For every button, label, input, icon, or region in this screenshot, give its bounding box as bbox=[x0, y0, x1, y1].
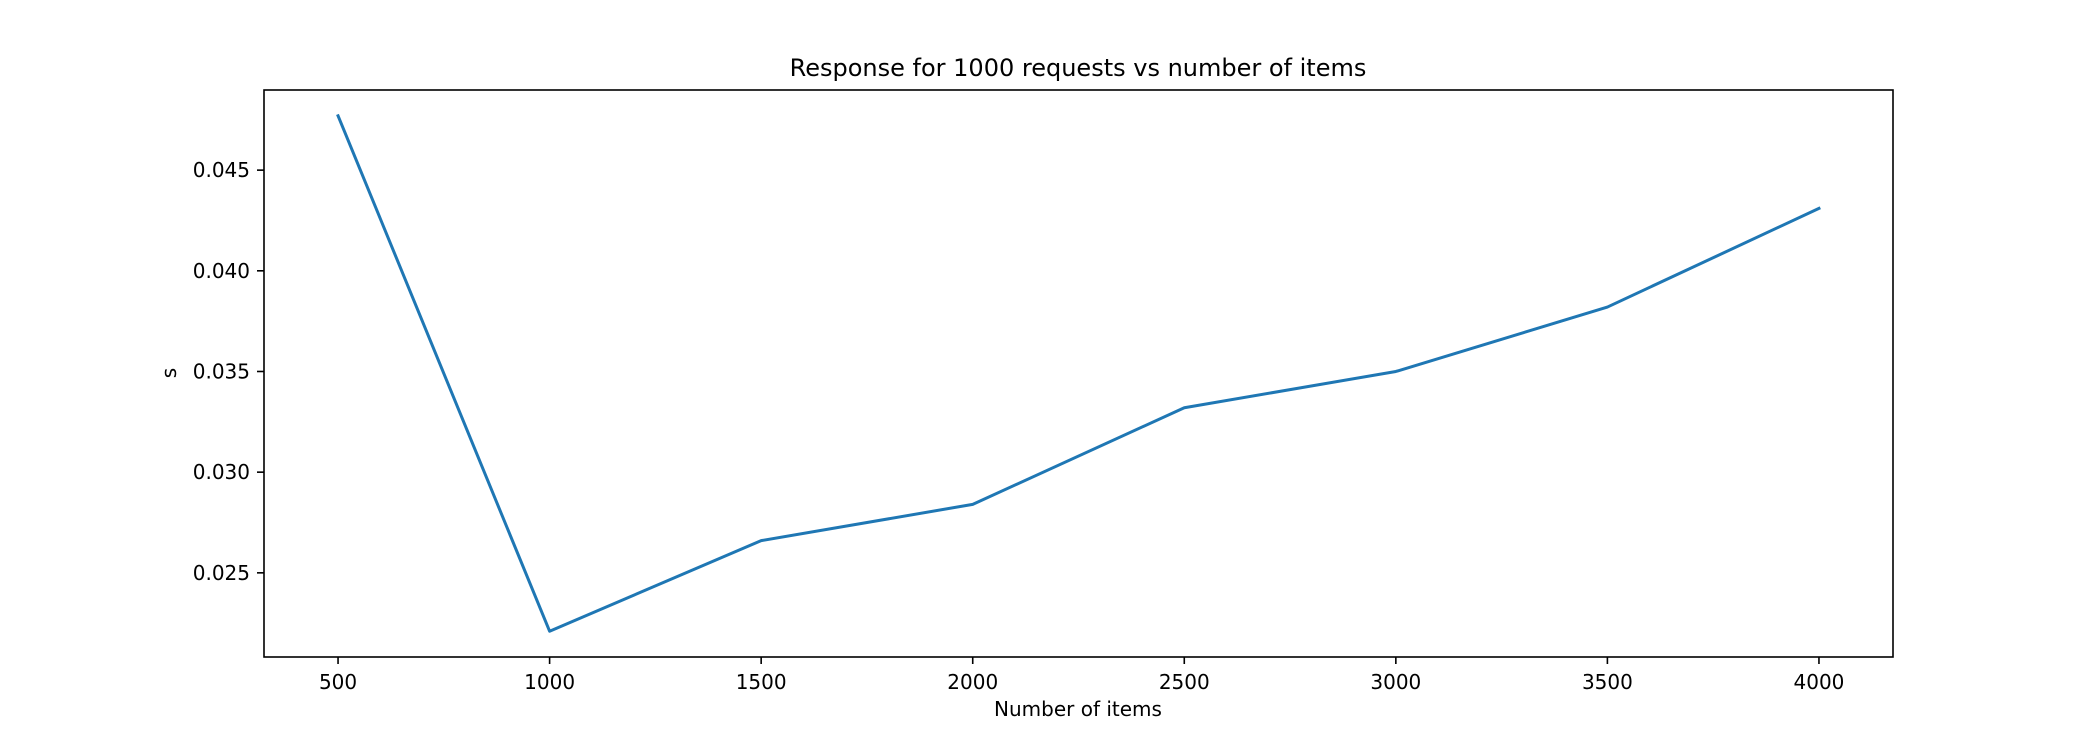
series-line bbox=[336, 113, 1821, 633]
y-axis: 0.025 0.030 0.035 0.040 0.045 bbox=[193, 158, 264, 585]
x-tick-label: 1000 bbox=[524, 670, 575, 694]
x-axis: 500 1000 1500 2000 2500 3000 3500 4000 bbox=[319, 657, 1844, 694]
y-tick-label: 0.035 bbox=[193, 359, 250, 383]
axes-frame bbox=[263, 89, 1894, 658]
y-tick-label: 0.025 bbox=[193, 561, 250, 585]
y-axis-label: s bbox=[157, 368, 181, 378]
x-tick-label: 2500 bbox=[1159, 670, 1210, 694]
chart-title: Response for 1000 requests vs number of … bbox=[790, 54, 1367, 82]
x-tick-label: 1500 bbox=[736, 670, 787, 694]
plot-area bbox=[263, 89, 1894, 658]
x-axis-label: Number of items bbox=[994, 697, 1162, 721]
y-tick-label: 0.040 bbox=[193, 259, 250, 283]
y-tick-label: 0.045 bbox=[193, 158, 250, 182]
x-tick-label: 2000 bbox=[947, 670, 998, 694]
y-tick-label: 0.030 bbox=[193, 460, 250, 484]
series-layer bbox=[336, 113, 1821, 633]
x-tick-label: 4000 bbox=[1794, 670, 1845, 694]
x-tick-label: 3500 bbox=[1582, 670, 1633, 694]
x-tick-label: 500 bbox=[319, 670, 357, 694]
x-tick-label: 3000 bbox=[1370, 670, 1421, 694]
